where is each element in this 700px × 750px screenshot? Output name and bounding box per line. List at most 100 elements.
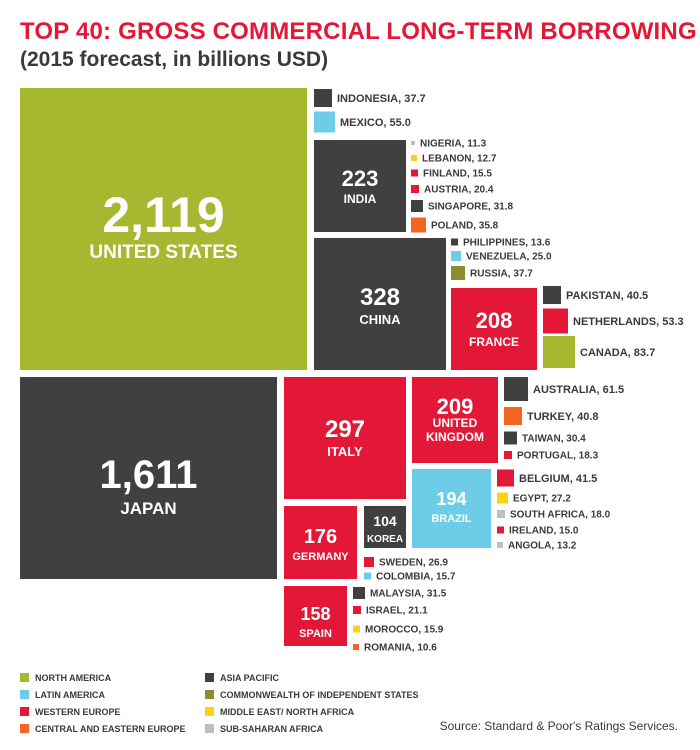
legend-swatch-western-europe xyxy=(20,707,29,716)
label-angola: ANGOLA, 13.2 xyxy=(508,541,577,552)
tile-united-states xyxy=(20,88,307,370)
value-label-italy: 297 xyxy=(325,416,365,443)
tile-china xyxy=(314,238,446,370)
tile-pakistan xyxy=(543,286,561,304)
name-label-china: CHINA xyxy=(359,312,401,327)
tile-ireland xyxy=(497,526,504,534)
label-russia: RUSSIA, 37.7 xyxy=(470,269,533,280)
tile-korea xyxy=(364,506,406,548)
label-ireland: IRELAND, 15.0 xyxy=(509,526,579,537)
label-romania: ROMANIA, 10.6 xyxy=(364,643,437,654)
name-label-brazil: BRAZIL xyxy=(431,513,472,525)
tile-russia xyxy=(451,266,465,280)
tile-turkey xyxy=(504,407,522,425)
tile-indonesia xyxy=(314,89,332,107)
value-label-france: 208 xyxy=(476,308,513,333)
tile-taiwan xyxy=(504,431,517,445)
value-label-korea: 104 xyxy=(373,513,397,529)
name-label-germany: GERMANY xyxy=(292,551,349,563)
label-israel: ISRAEL, 21.1 xyxy=(366,606,428,617)
legend-swatch-asia-pacific xyxy=(205,673,214,682)
tile-nigeria xyxy=(411,141,415,145)
tile-morocco xyxy=(353,625,360,633)
legend-swatch-sub-saharan-africa xyxy=(205,724,214,733)
legend-swatch-north-america xyxy=(20,673,29,682)
label-mexico: MEXICO, 55.0 xyxy=(340,117,411,129)
label-netherlands: NETHERLANDS, 53.3 xyxy=(573,316,684,328)
tile-lebanon xyxy=(411,155,417,161)
tile-austria xyxy=(411,185,419,193)
tile-netherlands xyxy=(543,308,568,334)
legend-label-commonwealth-of-independent-states: COMMONWEALTH OF INDEPENDENT STATES xyxy=(220,690,419,700)
legend-label-middle-east-north-africa: MIDDLE EAST/ NORTH AFRICA xyxy=(220,707,355,717)
label-egypt: EGYPT, 27.2 xyxy=(513,494,571,505)
label-philippines: PHILIPPINES, 13.6 xyxy=(463,238,551,249)
name-label-united-states: UNITED STATES xyxy=(89,242,237,263)
tile-south-africa xyxy=(497,510,505,518)
label-colombia: COLOMBIA, 15.7 xyxy=(376,572,456,583)
name-label-united-kingdom: UNITED KINGDOM xyxy=(426,416,484,444)
tile-france xyxy=(451,288,537,370)
tile-colombia xyxy=(364,572,371,580)
tile-germany xyxy=(284,506,357,579)
legend-label-sub-saharan-africa: SUB-SAHARAN AFRICA xyxy=(220,724,324,734)
name-label-japan: JAPAN xyxy=(120,499,176,518)
name-label-france: FRANCE xyxy=(469,335,519,349)
tile-brazil xyxy=(412,469,491,548)
value-label-china: 328 xyxy=(360,284,400,311)
value-label-india: 223 xyxy=(342,166,379,191)
tile-venezuela xyxy=(451,251,461,261)
label-belgium: BELGIUM, 41.5 xyxy=(519,473,597,485)
label-turkey: TURKEY, 40.8 xyxy=(527,411,599,423)
value-label-japan: 1,611 xyxy=(100,453,198,497)
tile-romania xyxy=(353,644,359,650)
value-label-spain: 158 xyxy=(300,604,330,624)
label-austria: AUSTRIA, 20.4 xyxy=(424,185,494,196)
label-pakistan: PAKISTAN, 40.5 xyxy=(566,290,648,302)
tile-belgium xyxy=(497,469,514,487)
label-nigeria: NIGERIA, 11.3 xyxy=(420,139,487,150)
label-sweden: SWEDEN, 26.9 xyxy=(379,558,448,569)
legend-label-latin-america: LATIN AMERICA xyxy=(35,690,105,700)
tile-canada xyxy=(543,336,575,368)
label-morocco: MOROCCO, 15.9 xyxy=(365,625,444,636)
legend-swatch-middle-east-north-africa xyxy=(205,707,214,716)
value-label-brazil: 194 xyxy=(436,489,466,509)
chart-title: TOP 40: GROSS COMMERCIAL LONG-TERM BORRO… xyxy=(20,18,697,45)
value-label-united-kingdom: 209 xyxy=(437,394,474,419)
tile-italy xyxy=(284,377,406,499)
name-label-spain: SPAIN xyxy=(299,628,332,640)
legend-swatch-commonwealth-of-independent-states xyxy=(205,690,214,699)
label-finland: FINLAND, 15.5 xyxy=(423,169,492,180)
name-label-india: INDIA xyxy=(344,192,377,206)
label-singapore: SINGAPORE, 31.8 xyxy=(428,202,513,213)
tile-spain xyxy=(284,586,347,646)
tile-singapore xyxy=(411,200,423,212)
tile-egypt xyxy=(497,492,508,504)
source-note: Source: Standard & Poor's Ratings Servic… xyxy=(439,719,678,733)
tile-portugal xyxy=(504,451,512,459)
tile-israel xyxy=(353,606,361,614)
legend-label-central-and-eastern-europe: CENTRAL AND EASTERN EUROPE xyxy=(35,724,186,734)
legend-label-north-america: NORTH AMERICA xyxy=(35,673,112,683)
tile-malaysia xyxy=(353,587,365,599)
legend-swatch-central-and-eastern-europe xyxy=(20,724,29,733)
tile-sweden xyxy=(364,557,374,567)
label-venezuela: VENEZUELA, 25.0 xyxy=(466,252,552,263)
label-lebanon: LEBANON, 12.7 xyxy=(422,154,497,165)
legend-label-asia-pacific: ASIA PACIFIC xyxy=(220,673,280,683)
tile-finland xyxy=(411,169,418,177)
tile-australia xyxy=(504,377,528,401)
label-south-africa: SOUTH AFRICA, 18.0 xyxy=(510,510,611,521)
value-label-germany: 176 xyxy=(304,526,337,548)
label-portugal: PORTUGAL, 18.3 xyxy=(517,451,599,462)
legend-label-western-europe: WESTERN EUROPE xyxy=(35,707,121,717)
label-poland: POLAND, 35.8 xyxy=(431,221,499,232)
name-label-italy: ITALY xyxy=(327,444,363,459)
tile-philippines xyxy=(451,238,458,246)
tile-poland xyxy=(411,217,426,233)
tile-angola xyxy=(497,542,503,548)
tile-india xyxy=(314,140,406,232)
tile-united-kingdom xyxy=(412,377,498,463)
